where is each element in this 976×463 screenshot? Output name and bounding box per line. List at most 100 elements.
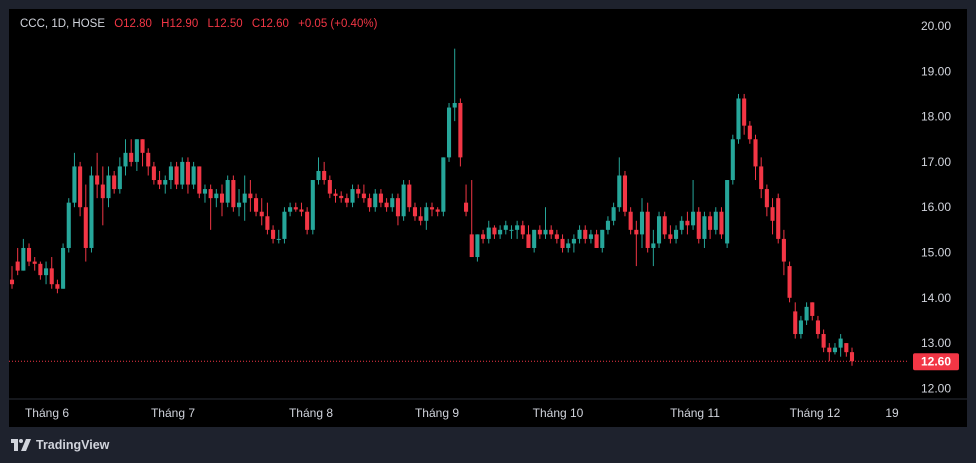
candle — [61, 243, 66, 289]
candle-body — [100, 184, 105, 199]
candle-body — [378, 193, 383, 203]
candle — [730, 134, 735, 185]
candle-body — [736, 98, 741, 140]
candle-body — [55, 284, 60, 289]
candle-body — [197, 166, 202, 194]
candle — [151, 161, 156, 185]
candle — [696, 207, 701, 244]
y-tick-label: 19.00 — [921, 64, 951, 78]
legend-high: H12.90 — [161, 18, 199, 30]
candle-body — [276, 238, 281, 240]
candle-body — [486, 227, 491, 239]
candle-body — [566, 243, 571, 248]
x-tick-label: Tháng 8 — [289, 406, 333, 420]
x-tick-label: Tháng 7 — [151, 406, 195, 420]
candle-body — [202, 189, 208, 194]
candle — [288, 202, 293, 217]
candle-body — [446, 107, 452, 158]
candle — [15, 247, 20, 276]
candle-body — [475, 234, 480, 258]
candle — [83, 184, 88, 262]
legend-exchange: HOSE — [72, 18, 105, 30]
candle — [140, 139, 145, 167]
last-price-badge — [913, 353, 959, 371]
candle-body — [674, 229, 679, 239]
candle-body — [515, 225, 520, 230]
candle — [492, 225, 497, 239]
chart-area[interactable]: 20.00 19.00 18.00 17.00 16.00 15.00 14.00 13.00… — [9, 9, 967, 427]
candle-body — [793, 311, 798, 335]
candle-body — [532, 229, 537, 248]
candle — [838, 334, 843, 357]
candle — [356, 184, 361, 199]
candle — [55, 279, 60, 294]
candle-body — [310, 180, 315, 230]
candle-body — [106, 175, 111, 199]
candle-body — [827, 347, 832, 353]
candle-body — [322, 170, 327, 181]
candle-body — [412, 207, 418, 217]
candle-body — [327, 180, 332, 194]
candle — [776, 193, 781, 244]
candle-body — [730, 139, 735, 181]
candle-body — [821, 334, 826, 348]
candle — [231, 175, 236, 212]
candle — [310, 180, 315, 235]
candle-body — [526, 234, 531, 248]
candle-body — [219, 193, 225, 203]
tradingview-logo-icon — [11, 439, 31, 451]
candle-body — [549, 229, 554, 235]
candle — [844, 343, 849, 357]
y-tick-label: 15.00 — [921, 246, 951, 260]
candle — [622, 170, 628, 217]
candle-body — [282, 211, 287, 239]
candle — [21, 238, 26, 271]
candle — [157, 170, 162, 190]
candle-body — [89, 175, 94, 248]
candle — [390, 193, 395, 212]
candle — [656, 211, 662, 248]
candle-body — [725, 180, 730, 244]
candle — [691, 180, 696, 230]
candle-body — [656, 216, 662, 244]
candle — [781, 229, 786, 276]
candle-body — [61, 247, 66, 289]
candle — [815, 315, 820, 339]
footer-branding[interactable]: TradingView — [11, 437, 109, 453]
candle-body — [560, 238, 565, 248]
candle-body — [622, 175, 628, 212]
candle-body — [134, 139, 139, 162]
candles — [9, 48, 855, 366]
candle-body — [634, 229, 639, 235]
candle — [350, 184, 355, 208]
candle-body — [832, 347, 838, 353]
candle-body — [163, 180, 168, 185]
candle-body — [49, 268, 54, 285]
candle — [100, 166, 105, 226]
candle-body — [83, 207, 88, 248]
candle — [123, 139, 128, 176]
candle-body — [401, 184, 406, 217]
candle-body — [571, 238, 576, 244]
candle — [378, 189, 383, 208]
candle — [725, 180, 730, 248]
candle-body — [265, 216, 270, 230]
price-axis: 20.00 19.00 18.00 17.00 16.00 15.00 14.00 13.00… — [921, 19, 951, 395]
candle-body — [815, 320, 820, 335]
candle — [708, 211, 713, 239]
y-tick-label: 18.00 — [921, 110, 951, 124]
candle — [174, 161, 179, 190]
candle-body — [435, 209, 440, 212]
candle — [344, 193, 349, 208]
last-price-label: 12.60 — [921, 355, 951, 369]
candle-body — [537, 229, 542, 235]
candle-body — [15, 261, 20, 271]
candle — [333, 189, 338, 203]
legend-symbol: CCC — [20, 18, 45, 30]
candle-body — [776, 198, 781, 239]
candle-body — [271, 229, 276, 239]
candle — [543, 207, 548, 239]
candlestick-chart[interactable]: 20.00 19.00 18.00 17.00 16.00 15.00 14.00 13.00… — [9, 9, 967, 427]
candle — [339, 191, 344, 203]
candle — [44, 261, 49, 285]
